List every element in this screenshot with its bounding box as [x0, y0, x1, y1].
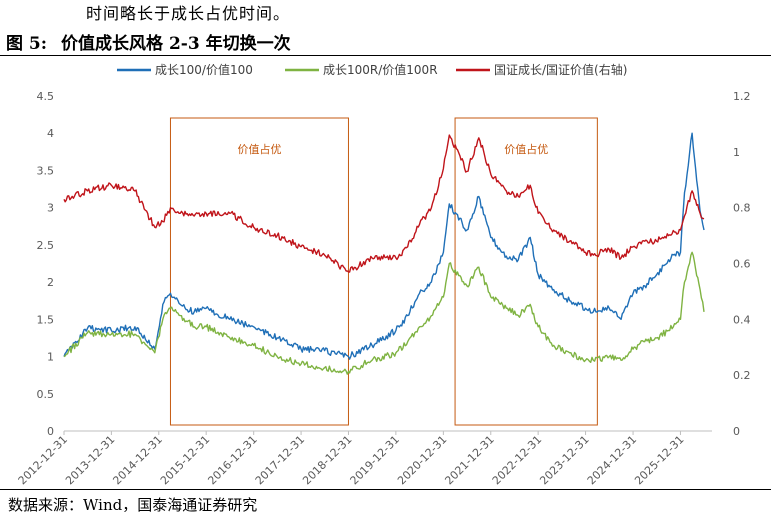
figure-title-row: 图 5: 价值成长风格 2-3 年切换一次 [6, 29, 291, 54]
series-line-2 [63, 251, 705, 375]
legend: 成长100/价值100 成长100R/价值100R 国证成长/国证价值(右轴) [117, 62, 627, 77]
y-right-tick-label: 0.8 [733, 202, 751, 215]
y-right-tick-label: 0.6 [733, 258, 751, 271]
y-right-tick-label: 1.2 [733, 90, 751, 103]
y-left-tick-label: 3.5 [37, 164, 55, 177]
x-tick-label: 2014-12-31 [110, 433, 164, 487]
y-left-tick-label: 4 [47, 127, 54, 140]
legend-label-3: 国证成长/国证价值(右轴) [494, 62, 627, 77]
x-tick-label: 2025-12-31 [632, 433, 686, 487]
x-tick-label: 2018-12-31 [300, 433, 354, 487]
source-text: 数据来源：Wind，国泰海通证券研究 [8, 496, 258, 514]
annotation-label-1: 价值占优 [237, 142, 281, 156]
x-tick-label: 2020-12-31 [395, 433, 449, 487]
y-right-tick-label: 0.4 [733, 313, 751, 326]
y-left-tick-label: 0 [47, 425, 54, 438]
y-left-tick-label: 2 [47, 276, 54, 289]
y-right-tick-label: 1 [733, 146, 740, 159]
x-tick-label: 2015-12-31 [158, 433, 212, 487]
annotations: 价值占优 价值占优 [169, 117, 598, 426]
intro-text: 时间略长于成长占优时间。 [86, 4, 291, 23]
figure-title: 价值成长风格 2-3 年切换一次 [61, 34, 291, 54]
axes: 0 0.5 1 1.5 2 2.5 3 3.5 4 4.5 0 0.2 0.4 0.6 0.8 1 1.2 201… [16, 90, 751, 487]
chart: 成长100/价值100 成长100R/价值100R 国证成长/国证价值(右轴) 价值… [16, 62, 751, 487]
y-left-tick-label: 2.5 [37, 239, 55, 252]
y-left-tick-label: 0.5 [37, 388, 55, 401]
x-tick-label: 2023-12-31 [537, 433, 591, 487]
x-tick-label: 2024-12-31 [585, 433, 639, 487]
annotation-box-2 [454, 117, 598, 426]
legend-label-2: 成长100R/价值100R [323, 62, 438, 77]
y-right-tick-label: 0.2 [733, 369, 751, 382]
series-group [63, 132, 705, 375]
series-line-3 [63, 134, 705, 273]
series-line-1 [63, 132, 705, 360]
legend-label-1: 成长100/价值100 [155, 62, 253, 77]
x-tick-label: 2019-12-31 [348, 433, 402, 487]
x-tick-label: 2017-12-31 [253, 433, 307, 487]
y-right-tick-label: 0 [733, 425, 740, 438]
annotation-label-2: 价值占优 [504, 142, 548, 156]
y-left-tick-label: 3 [47, 202, 54, 215]
x-tick-label: 2021-12-31 [442, 433, 496, 487]
y-left-tick-label: 4.5 [37, 90, 55, 103]
x-tick-label: 2013-12-31 [63, 433, 117, 487]
y-left-tick-label: 1.5 [37, 313, 55, 326]
x-tick-label: 2022-12-31 [490, 433, 544, 487]
x-tick-label: 2016-12-31 [205, 433, 259, 487]
annotation-box-1 [169, 117, 349, 426]
top-rule [0, 55, 771, 56]
figure-label: 图 5: [6, 34, 48, 54]
bottom-rule [0, 489, 771, 490]
x-tick-label: 2012-12-31 [16, 433, 70, 487]
y-left-tick-label: 1 [47, 351, 54, 364]
